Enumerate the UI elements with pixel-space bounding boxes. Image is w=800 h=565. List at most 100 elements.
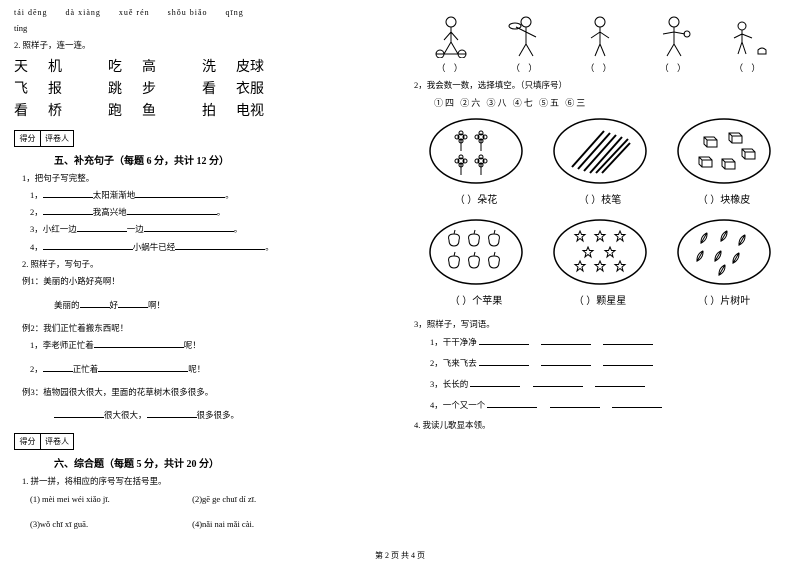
flowers-cell: [426, 115, 526, 187]
figure-person-1: （ ）: [426, 12, 476, 74]
blank[interactable]: [479, 356, 529, 366]
pinyin-word: dà xiàng: [66, 8, 101, 17]
score-box: 得分 评卷人: [14, 130, 74, 147]
hanzi: 跑: [108, 100, 142, 120]
left-column: tái dēng dà xiàng xuě rén shǒu biǎo qīng…: [0, 0, 400, 565]
blank[interactable]: [541, 335, 591, 345]
blank[interactable]: [470, 377, 520, 387]
erasers-icon: [674, 115, 774, 187]
hanzi: 报: [48, 78, 108, 98]
label: 我高兴地: [93, 207, 127, 217]
blank[interactable]: [479, 335, 529, 345]
label: 2，飞来飞去: [430, 358, 477, 368]
caption[interactable]: （ ）枝笔: [538, 191, 662, 206]
label: 美丽的: [54, 300, 80, 310]
hanzi: 洗: [202, 56, 236, 76]
q3-title: 3，照样子，写词语。: [414, 317, 786, 332]
label: 2，: [30, 207, 43, 217]
blank[interactable]: [603, 335, 653, 345]
caption[interactable]: （ ）个苹果: [414, 292, 538, 307]
blank[interactable]: [550, 398, 600, 408]
section-6-title: 六、综合题（每题 5 分，共计 20 分）: [54, 455, 386, 470]
person-standing-icon: [575, 12, 625, 58]
q3-1: 1，干干净净: [430, 335, 786, 350]
leaves-icon: [674, 216, 774, 288]
pinyin-option: (1) mèi mei wéi xiǎo jī.: [30, 492, 190, 507]
blank[interactable]: [144, 222, 234, 232]
blank[interactable]: [147, 408, 197, 418]
label: 好: [110, 300, 119, 310]
figure-person-3: （ ）: [575, 12, 625, 74]
pencils-icon: [550, 115, 650, 187]
bracket[interactable]: （ ）: [575, 61, 625, 74]
q3-4: 4，一个又一个: [430, 398, 786, 413]
blank[interactable]: [118, 298, 148, 308]
q3-3: 3，长长的: [430, 377, 786, 392]
hanzi-grid: 天 机 吃 高 洗 皮球 飞 报 跳 步 看 衣服 看 桥 跑 鱼 拍: [14, 56, 386, 120]
q5-1: 1，把句子写完整。: [22, 171, 386, 186]
blank[interactable]: [135, 188, 225, 198]
bracket[interactable]: （ ）: [724, 61, 774, 74]
hanzi: 桥: [48, 100, 108, 120]
hanzi: 皮球: [236, 56, 264, 76]
example-2: 例2：我们正忙着搬东西呢！: [22, 321, 386, 336]
blank[interactable]: [533, 377, 583, 387]
label: 4，一个又一个: [430, 400, 485, 410]
pinyin-row: tái dēng dà xiàng xuě rén shǒu biǎo qīng: [14, 8, 386, 17]
blank[interactable]: [487, 398, 537, 408]
hanzi: 跳: [108, 78, 142, 98]
blank[interactable]: [127, 205, 217, 215]
blank[interactable]: [603, 356, 653, 366]
label: 1，: [30, 190, 43, 200]
q2-title: 2. 照样子，连一连。: [14, 38, 386, 53]
hanzi: 衣服: [236, 78, 264, 98]
worksheet-page: tái dēng dà xiàng xuě rén shǒu biǎo qīng…: [0, 0, 800, 565]
blank[interactable]: [541, 356, 591, 366]
bracket[interactable]: （ ）: [426, 61, 476, 74]
blank[interactable]: [612, 398, 662, 408]
apples-cell: [426, 216, 526, 288]
caption-row-2: （ ）个苹果 （ ）颗星星 （ ）片树叶: [414, 292, 786, 307]
blank[interactable]: [94, 338, 184, 348]
label: 3，长长的: [430, 379, 468, 389]
q5-1-3: 3，小红一边一边。: [30, 222, 386, 237]
hanzi: 机: [48, 56, 108, 76]
caption[interactable]: （ ）朵花: [414, 191, 538, 206]
label: 3，小红一边: [30, 224, 77, 234]
shape-row-2: [414, 216, 786, 288]
blank[interactable]: [595, 377, 645, 387]
hanzi: 拍: [202, 100, 236, 120]
stars-cell: [550, 216, 650, 288]
blank[interactable]: [80, 298, 110, 308]
label: 4，: [30, 242, 43, 252]
score-label: 得分: [15, 131, 41, 146]
q2-title: 2，我会数一数，选择填空。（只填序号）: [414, 78, 786, 93]
caption[interactable]: （ ）颗星星: [538, 292, 662, 307]
bracket[interactable]: （ ）: [649, 61, 699, 74]
pinyin-option: (2)gē ge chuī dí zī.: [192, 494, 256, 504]
pinyin-word: qīng: [226, 8, 244, 17]
pinyin-word: tái dēng: [14, 8, 48, 17]
blank[interactable]: [43, 205, 93, 215]
score-box: 得分 评卷人: [14, 433, 74, 450]
section-5-title: 五、补充句子（每题 6 分，共计 12 分）: [54, 152, 386, 167]
blank[interactable]: [43, 188, 93, 198]
bracket[interactable]: （ ）: [501, 61, 551, 74]
ex3-template: 很大很大，很多很多。: [54, 408, 386, 423]
pinyin-word: xuě rén: [119, 8, 150, 17]
label: 很大很大，: [104, 410, 147, 420]
blank[interactable]: [43, 240, 133, 250]
blank[interactable]: [77, 222, 127, 232]
caption[interactable]: （ ）片树叶: [662, 292, 786, 307]
apples-icon: [426, 216, 526, 288]
pinyin-option: (3)wǒ chī xī guā.: [30, 517, 190, 532]
pinyin-option: (4)nǎi nai mǎi cài.: [192, 519, 254, 529]
grader-label: 评卷人: [41, 434, 73, 449]
blank[interactable]: [43, 362, 73, 372]
person-playing-icon: [501, 12, 551, 58]
blank[interactable]: [175, 240, 265, 250]
grader-label: 评卷人: [41, 131, 73, 146]
caption[interactable]: （ ）块橡皮: [662, 191, 786, 206]
blank[interactable]: [98, 362, 188, 372]
blank[interactable]: [54, 408, 104, 418]
